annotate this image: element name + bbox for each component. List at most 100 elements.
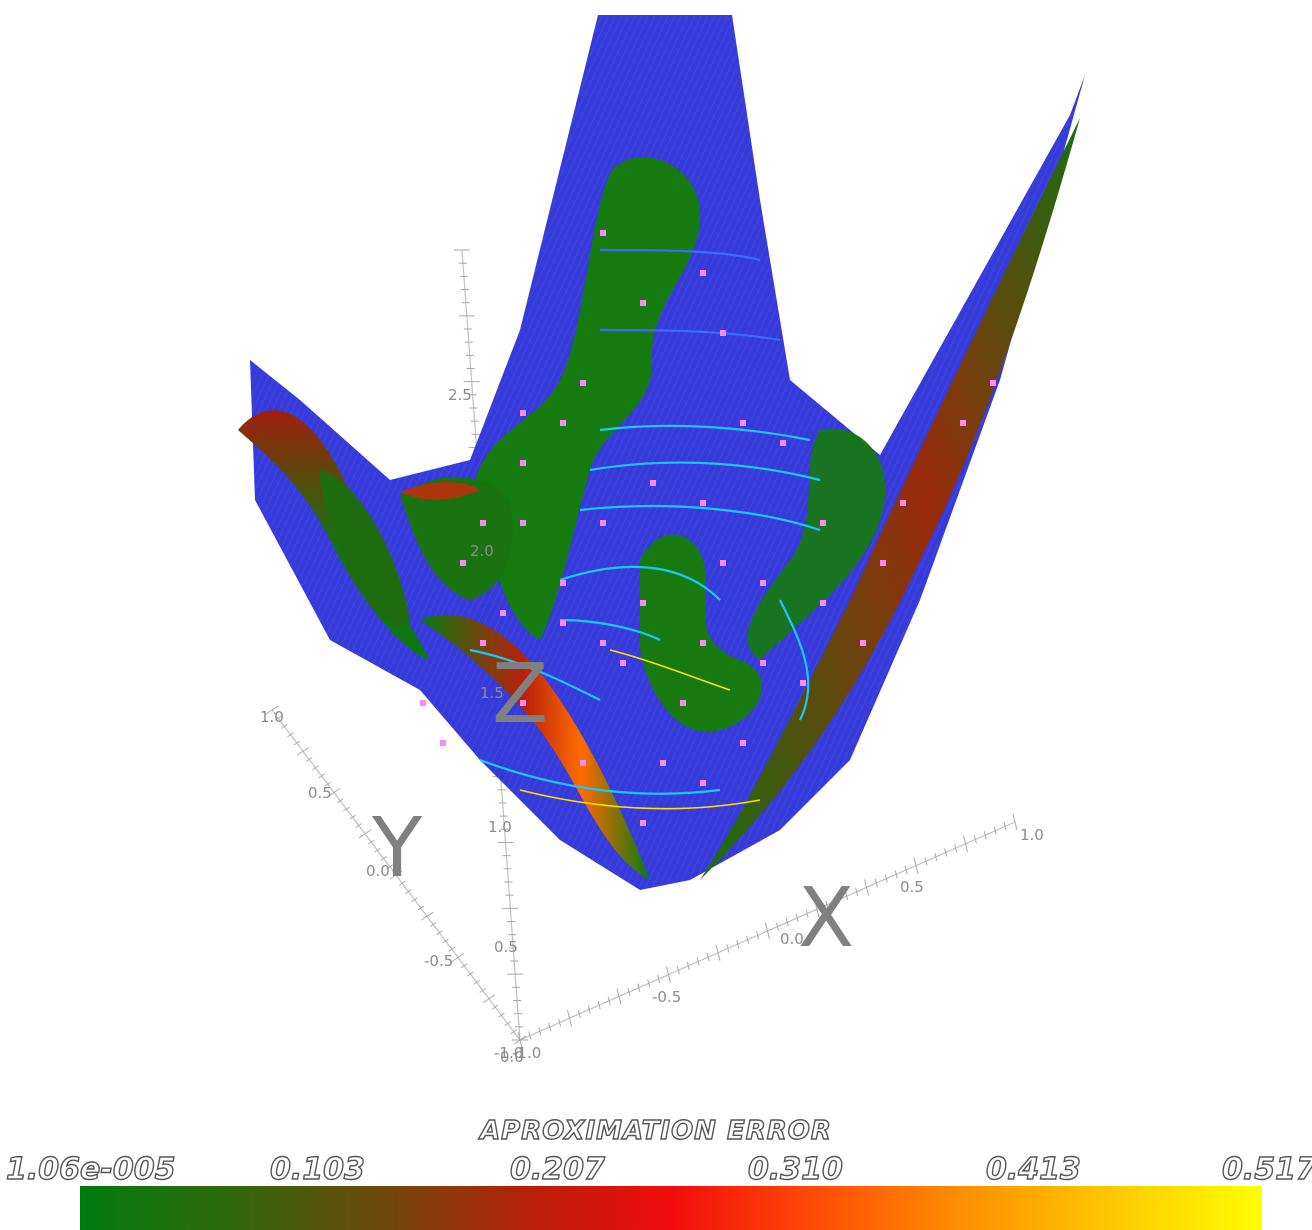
ticks-y-mark: [296, 746, 310, 756]
color-legend: APROXIMATION ERROR 1.06e-005 0.103 0.207…: [0, 1110, 1312, 1230]
ticks-y-mark: [293, 740, 301, 746]
contour-6: [469, 648, 601, 701]
ticks-x-mark: [904, 865, 908, 875]
sample-point: [700, 500, 706, 506]
ticks-x-mark: [765, 922, 770, 940]
ticks-y-mark: [324, 781, 332, 787]
sample-point: [900, 500, 906, 506]
contour-7: [779, 599, 810, 721]
x-axis-ticks: [517, 813, 1018, 1049]
ticks-x-mark: [775, 922, 779, 931]
surface-left-ridge: [319, 470, 410, 626]
ticks-x-mark: [587, 1005, 591, 1014]
green-region-center: [640, 534, 762, 732]
sample-point: [640, 300, 646, 306]
ticks-x-mark: [884, 874, 888, 883]
ticks-y-mark: [411, 897, 418, 903]
sample-point: [880, 560, 886, 566]
sample-point: [650, 480, 656, 486]
ticks-x-mark: [676, 966, 680, 975]
ticks-x-mark: [637, 983, 641, 992]
ticks-y-mark: [442, 938, 449, 944]
contour-lines: [469, 248, 821, 795]
ticks-x-mark: [855, 887, 859, 896]
ticks-x-mark: [647, 979, 651, 988]
contour-2: [589, 461, 821, 482]
ticks-x-mark: [864, 879, 869, 896]
ticks-x-mark: [528, 1031, 532, 1040]
ticks-x-mark: [874, 878, 878, 888]
ticks-y-mark: [429, 922, 437, 927]
ticks-x-mark: [993, 826, 997, 835]
sample-point: [440, 740, 446, 746]
ticks-x-mark: [795, 913, 799, 923]
sample-point: [640, 600, 646, 606]
surface-red-ridge-top: [400, 481, 480, 500]
axes-group: [265, 249, 1018, 1049]
sample-point: [600, 640, 606, 646]
ticks-y-mark: [504, 1021, 511, 1026]
sample-point: [720, 560, 726, 566]
ticks-y-mark: [318, 773, 325, 779]
ticks-x-mark: [944, 848, 948, 857]
ticks-x-mark: [785, 918, 789, 927]
ticks-x-mark: [706, 953, 710, 962]
ticks-x-mark: [657, 974, 661, 984]
legend-title: APROXIMATION ERROR: [479, 1115, 832, 1146]
contour-5: [559, 618, 661, 641]
ticks-y-mark: [389, 870, 403, 880]
ticks-y-mark: [460, 963, 468, 969]
sample-point: [720, 330, 726, 336]
ticks-x-mark: [756, 931, 760, 940]
contour-4: [559, 565, 721, 601]
ticks-y-mark: [349, 814, 356, 820]
contour-10: [599, 248, 761, 262]
sample-point: [620, 660, 626, 666]
ticks-x-mark: [983, 830, 987, 840]
ticks-x-mark: [1012, 813, 1018, 831]
sample-point: [480, 640, 486, 646]
sample-point: [960, 420, 966, 426]
z-tick-label-0: 0.0: [500, 1048, 524, 1066]
ticks-x-mark: [627, 987, 631, 997]
sample-point: [760, 660, 766, 666]
ticks-x-mark: [558, 1018, 562, 1027]
ticks-x-mark: [1003, 822, 1007, 831]
ticks-x-mark: [538, 1027, 542, 1036]
x-tick-label-1: -0.5: [652, 988, 681, 1006]
green-region-left-saddle: [400, 476, 513, 600]
sample-point: [860, 640, 866, 646]
sample-point: [520, 700, 526, 706]
ticks-x-mark: [597, 1000, 601, 1010]
ticks-x-mark: [845, 891, 849, 901]
sample-point: [700, 640, 706, 646]
sample-point: [600, 230, 606, 236]
x-tick-label-3: 0.5: [900, 878, 924, 896]
ticks-y-mark: [281, 724, 288, 729]
z-tick-label-3: 1.5: [480, 684, 504, 702]
ticks-x-mark: [666, 966, 671, 983]
ticks-y-mark: [386, 864, 394, 870]
contour-hot-1: [609, 649, 731, 691]
ticks-y-mark: [436, 930, 443, 936]
legend-tick-2: 0.207: [509, 1151, 605, 1187]
sample-point: [700, 270, 706, 276]
ticks-x-mark: [894, 870, 898, 879]
ticks-x-mark: [736, 939, 740, 949]
sample-point: [680, 700, 686, 706]
ticks-x-mark: [973, 835, 977, 844]
sample-point: [640, 820, 646, 826]
ticks-x-mark: [934, 852, 938, 862]
ticks-x-mark: [726, 944, 730, 953]
ticks-y-mark: [451, 953, 465, 962]
ticks-y-mark: [312, 765, 319, 771]
ticks-x-mark: [746, 935, 750, 944]
ticks-y-mark: [473, 979, 480, 985]
ticks-y-mark: [358, 829, 372, 839]
legend-tick-4: 0.413: [985, 1151, 1081, 1187]
sample-point: [740, 740, 746, 746]
ticks-x-mark: [696, 957, 700, 966]
sample-point: [600, 520, 606, 526]
ticks-y-mark: [417, 905, 425, 911]
surface-plot: Z Y X 0.0 0.5 1.0 1.5 2.0 2.5 -1.0 -0.5 …: [238, 15, 1085, 1066]
